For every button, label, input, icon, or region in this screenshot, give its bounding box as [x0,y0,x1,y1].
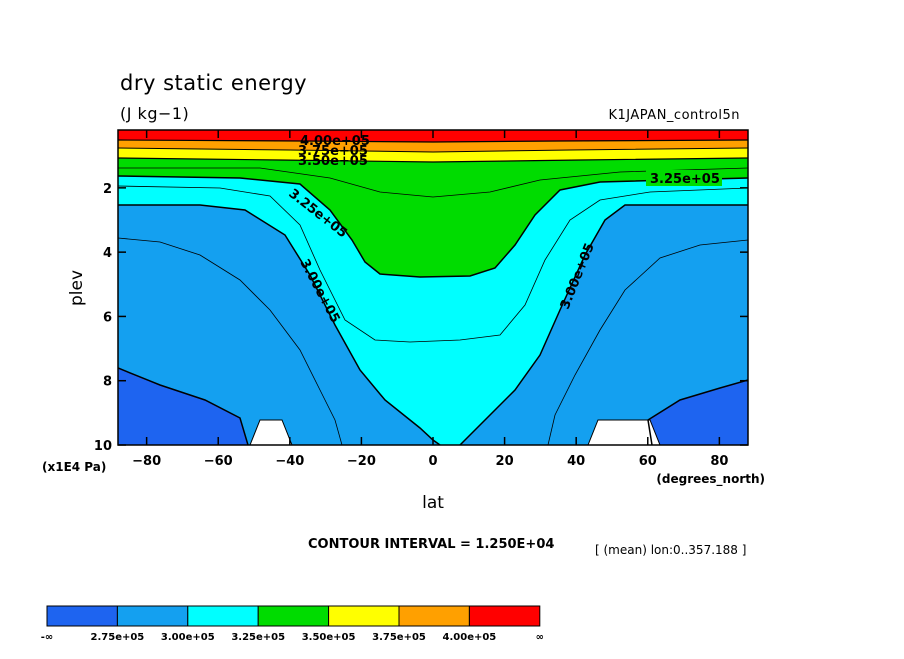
contour-fill-group [118,130,748,445]
y-axis-label: plev [67,270,87,306]
x-tick-label: −60 [204,454,233,469]
contour-label: 3.50e+05 [298,154,368,169]
contour-label: 3.25e+05 [650,172,720,187]
chart-units: (J kg−1) [120,104,189,123]
contour-line-300-right [459,204,748,445]
colorbar-label: 3.75e+05 [372,632,426,643]
colorbar-swatch [328,605,400,627]
contour-line-2875-left [118,237,343,445]
colorbar-label: 4.00e+05 [443,632,497,643]
y-tick-label: 4 [103,246,112,261]
y-tick-label: 8 [103,375,112,390]
colorbar-swatch [116,605,189,627]
x-tick-label: 60 [639,454,657,469]
colorbar: -∞ 2.75e+05 3.00e+05 3.25e+05 3.50e+05 3.75e+… [41,605,544,643]
contour-label-bg [646,170,722,186]
y-tick-label: 2 [103,182,112,197]
contour-line-3125 [118,185,748,343]
contour-line-300 [118,204,441,445]
x-tick-label: 20 [496,454,514,469]
contour-label: 3.75e+05 [298,144,368,159]
colorbar-swatch [187,605,259,627]
contour-line-350 [118,157,748,163]
fill-band-darkblue-left [118,368,248,445]
contour-label: 4.00e+05 [300,134,370,149]
x-tick-label: −80 [132,454,161,469]
colorbar-label: 3.00e+05 [161,632,215,643]
y-tick-label: 10 [94,439,112,454]
fill-band-darkblue-right [648,380,748,445]
y-axis-units: (x1E4 Pa) [42,460,106,474]
topography-mask-left [249,419,293,445]
topography-mask-right [587,419,661,445]
contour-line-3375 [118,167,748,198]
contour-line-275-right [647,379,748,445]
colorbar-swatch [398,605,470,627]
colorbar-label: 3.50e+05 [302,632,356,643]
x-tick-label: −40 [275,454,304,469]
colorbar-label: -∞ [41,632,53,643]
colorbar-swatch [468,605,541,627]
x-tick-label: 80 [710,454,728,469]
colorbar-swatch [46,605,118,627]
contour-interval-note: CONTOUR INTERVAL = 1.250E+04 [308,537,554,552]
colorbar-label: ∞ [536,632,544,643]
x-axis-label: lat [422,493,444,513]
colorbar-swatch [257,605,330,627]
contour-line-275-left [118,367,249,445]
x-axis-units: (degrees_north) [656,472,765,487]
x-axis: −80 −60 −40 −20 0 20 40 60 80 [132,130,728,469]
colorbar-label: 2.75e+05 [91,632,145,643]
y-axis: 2 4 6 8 10 [94,182,748,454]
run-name: K1JAPAN_control5n [609,108,741,123]
contour-line-400 [118,139,748,143]
mean-note: [ (mean) lon:0..357.188 ] [595,543,746,557]
contour-line-2875-right [547,239,748,445]
colorbar-label: 3.25e+05 [231,632,285,643]
contour-lines [118,139,748,445]
fill-band-blue [118,205,748,445]
x-tick-label: −20 [347,454,376,469]
x-tick-label: 40 [567,454,585,469]
x-tick-label: 0 [428,454,437,469]
contour-line-325 [118,175,748,278]
y-tick-label: 6 [103,310,112,325]
chart-title: dry static energy [120,71,307,95]
contour-line-375 [118,147,748,153]
